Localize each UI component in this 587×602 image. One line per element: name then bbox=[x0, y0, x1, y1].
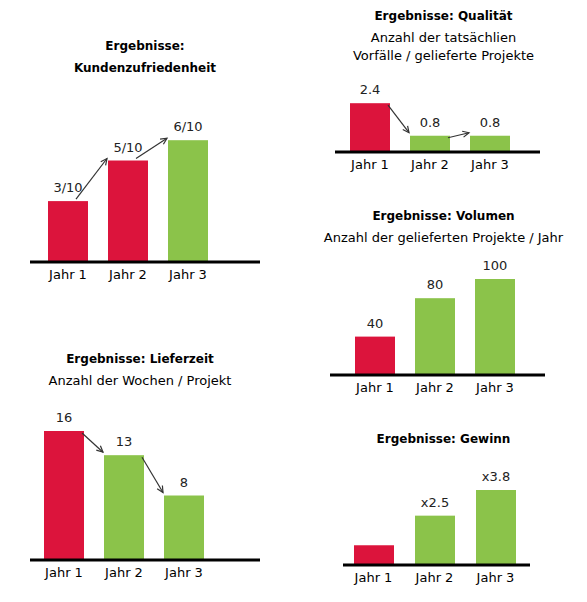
svg-text:Jahr 1: Jahr 1 bbox=[48, 267, 87, 282]
svg-text:Jahr 2: Jahr 2 bbox=[415, 570, 454, 585]
svg-text:0.8: 0.8 bbox=[480, 115, 501, 130]
svg-text:Jahr 2: Jahr 2 bbox=[104, 565, 143, 580]
svg-text:3/10: 3/10 bbox=[53, 180, 82, 195]
svg-text:80: 80 bbox=[427, 277, 444, 292]
svg-text:Jahr 1: Jahr 1 bbox=[354, 570, 393, 585]
html-text:Anzahl der tatsächlien Vorfäll: Anzahl der tatsächlien Vorfälle / gelief… bbox=[353, 30, 534, 63]
svg-text:Jahr 2: Jahr 2 bbox=[410, 157, 449, 172]
svg-text:16: 16 bbox=[56, 410, 73, 425]
svg-text:Jahr 3: Jahr 3 bbox=[470, 157, 509, 172]
svg-text:0.8: 0.8 bbox=[420, 115, 441, 130]
svg-text:Jahr 1: Jahr 1 bbox=[350, 157, 389, 172]
svg-text:x3.8: x3.8 bbox=[482, 469, 510, 484]
html-text:Ergebnisse: Gewinn: Ergebnisse: Gewinn bbox=[376, 432, 511, 446]
svg-text:Jahr 1: Jahr 1 bbox=[355, 380, 394, 395]
svg-text:8: 8 bbox=[180, 475, 188, 490]
svg-text:Jahr 3: Jahr 3 bbox=[164, 565, 203, 580]
svg-text:Jahr 3: Jahr 3 bbox=[476, 570, 515, 585]
svg-text:Jahr 2: Jahr 2 bbox=[108, 267, 147, 282]
html-text:Ergebnisse: Kundenzufriedenhei: Ergebnisse: Kundenzufriedenheit bbox=[73, 39, 217, 75]
svg-text:2.4: 2.4 bbox=[360, 82, 381, 97]
html-text:Ergebnisse: Volumen: Ergebnisse: Volumen bbox=[372, 209, 515, 223]
svg-text:100: 100 bbox=[483, 258, 508, 273]
svg-text:5/10: 5/10 bbox=[113, 140, 142, 155]
html-text:Ergebnisse: Lieferzeit: Ergebnisse: Lieferzeit bbox=[66, 352, 214, 366]
html-text:Ergebnisse: Qualität: Ergebnisse: Qualität bbox=[374, 9, 513, 23]
svg-text:Jahr 1: Jahr 1 bbox=[44, 565, 83, 580]
svg-text:x2.5: x2.5 bbox=[421, 495, 449, 510]
svg-text:Jahr 3: Jahr 3 bbox=[168, 267, 207, 282]
svg-text:40: 40 bbox=[367, 316, 384, 331]
html-text:Anzahl der gelieferten Projekt: Anzahl der gelieferten Projekte / Jahr bbox=[323, 230, 564, 245]
svg-text:Jahr 2: Jahr 2 bbox=[415, 380, 454, 395]
svg-text:Jahr 3: Jahr 3 bbox=[475, 380, 514, 395]
svg-text:13: 13 bbox=[116, 434, 133, 449]
svg-text:6/10: 6/10 bbox=[173, 119, 202, 134]
html-text:Anzahl der Wochen / Projekt: Anzahl der Wochen / Projekt bbox=[48, 373, 232, 388]
